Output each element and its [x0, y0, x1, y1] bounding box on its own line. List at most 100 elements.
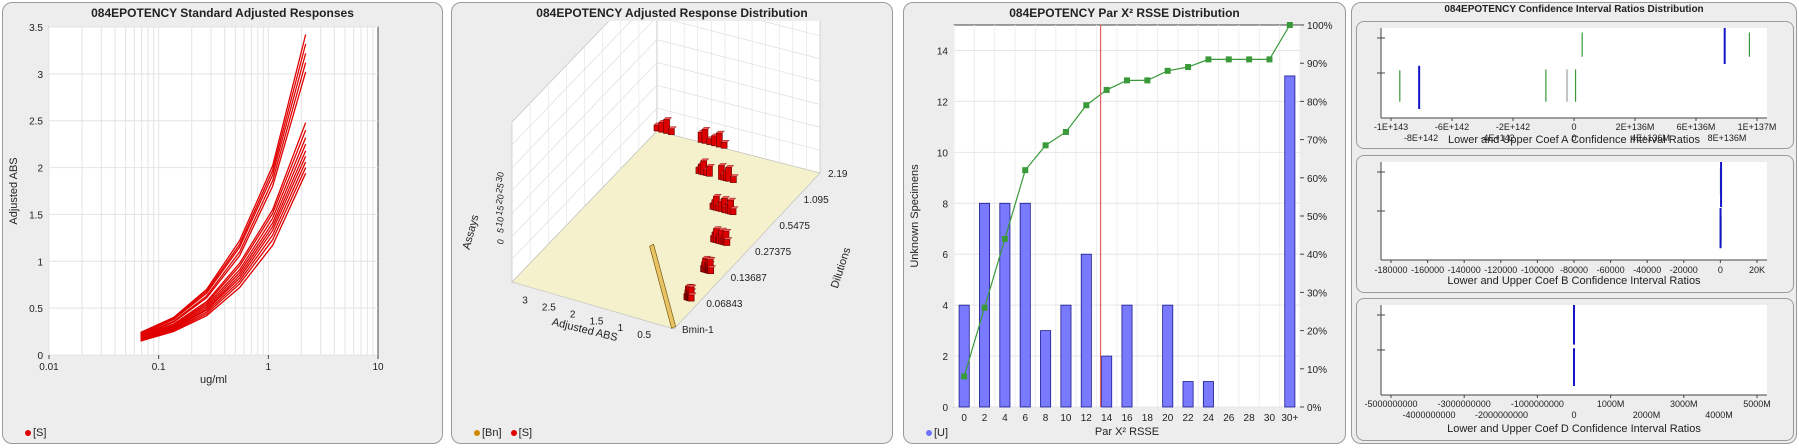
y-tick-label: 4 — [942, 301, 948, 312]
x-tick-label: 0 — [1571, 410, 1576, 420]
legend-dot — [25, 430, 31, 437]
x-tick-label: 24 — [1203, 413, 1215, 424]
coef-d-chart: -5000000000 -3000000000 -1000000000 1000M 30… — [1364, 305, 1771, 435]
strip-title: Lower and Upper Coef A Confidence Interv… — [1448, 134, 1700, 146]
series-line — [140, 43, 307, 335]
x-tick-label: 10 — [1060, 413, 1072, 424]
series-line — [140, 150, 307, 340]
y2-tick-label: 0% — [1307, 403, 1322, 414]
y-tick-label: 0.5 — [29, 304, 43, 315]
y-axis-label: Adjusted ABS — [8, 157, 20, 224]
x-tick-label: 3000M — [1670, 399, 1698, 409]
bar — [1202, 381, 1214, 408]
x-tick-label: -6E+142 — [1435, 122, 1469, 132]
x-tick-label: 1E+137M — [1738, 122, 1777, 132]
response-distribution-panel: 084EPOTENCY Adjusted Response Distributi… — [451, 2, 893, 444]
response-distribution-chart: 3 2.5 2 1.5 1 0.5 Adjusted ABS Bmin-1 0.06843 0.1… — [461, 21, 854, 344]
dilution-tick-label: 0.06843 — [706, 299, 743, 310]
assay-bar — [730, 176, 737, 183]
assay-bar — [687, 294, 695, 302]
y-tick-label: 6 — [942, 250, 948, 261]
assay-bar-top — [687, 284, 697, 288]
x-tick-label: 0.5 — [637, 330, 651, 341]
assay-bar-top — [715, 130, 725, 134]
rsse-distribution-chart: 024681012140%10%20%30%40%50%60%70%80%90%… — [909, 21, 1333, 438]
assay-bar-top — [729, 174, 739, 177]
series-line — [140, 143, 307, 339]
series-line — [140, 156, 307, 340]
cumulative-marker — [1266, 56, 1273, 63]
x-tick-label: 1000M — [1597, 399, 1625, 409]
x-tick-label: 4 — [1002, 413, 1008, 424]
assay-bar-top — [706, 257, 716, 260]
floor — [511, 130, 821, 330]
x-tick-label: 2 — [982, 413, 988, 424]
cumulative-marker — [1225, 56, 1232, 63]
x-tick-label: 4E+136M — [1631, 133, 1670, 143]
x-tick-label: 20K — [1749, 265, 1765, 275]
assay-bar-top — [720, 196, 730, 199]
x-tick-label: 10 — [372, 362, 384, 373]
cumulative-marker — [1185, 64, 1192, 71]
x-tick-label: 0.1 — [152, 362, 166, 373]
panel-title: 084EPOTENCY Par X² RSSE Distribution — [1009, 6, 1240, 20]
x-tick-label: -100000 — [1521, 265, 1554, 275]
cumulative-marker — [1164, 67, 1171, 74]
x-tick-label: 8E+136M — [1708, 133, 1747, 143]
y-tick-label: 12 — [937, 97, 949, 108]
plot-area — [1381, 162, 1767, 260]
x-tick-label: -140000 — [1448, 265, 1481, 275]
z-tick-label: 5 — [495, 227, 506, 234]
y-tick-label: 8 — [942, 199, 948, 210]
assay-bar-top — [707, 265, 717, 268]
legend-label: [S] — [33, 427, 47, 439]
y-tick-label: 2 — [37, 164, 43, 175]
assay-bar-top — [687, 292, 697, 296]
x-tick-label: 20 — [1162, 413, 1174, 424]
x-tick-label: 6 — [1022, 413, 1028, 424]
x-tick-label: 22 — [1182, 413, 1194, 424]
dilution-tick-label: 2.19 — [828, 169, 848, 180]
y2-tick-label: 50% — [1307, 212, 1327, 223]
chart-legend: [U] — [920, 427, 948, 439]
x-tick-label: -2000000000 — [1475, 410, 1528, 420]
standard-responses-chart: 0 0.5 1 1.5 2 2.5 3 3.5 0.01 0.1 1 10 ug/ml Adjusted … — [8, 23, 384, 386]
legend-dot — [510, 430, 517, 437]
x-tick-label: 30 — [1264, 413, 1276, 424]
cumulative-marker — [961, 373, 968, 380]
z-tick-label: 0 — [495, 238, 506, 245]
x-tick-label: 4000M — [1705, 410, 1733, 420]
blank-bar — [649, 243, 677, 329]
y-tick-label: 1 — [37, 257, 43, 268]
x-tick-label: -60000 — [1597, 265, 1625, 275]
bar — [1019, 202, 1031, 408]
series-line — [140, 53, 307, 335]
x-axis-label: ug/ml — [200, 374, 227, 386]
legend-label: [S] — [518, 427, 533, 439]
panel-title: 084EPOTENCY Standard Adjusted Responses — [91, 6, 354, 20]
x-tick-label: 30+ — [1281, 413, 1298, 424]
x-tick-label: -180000 — [1374, 265, 1407, 275]
dilution-tick-label: 0.27375 — [755, 247, 792, 258]
cumulative-marker — [1124, 77, 1130, 84]
x-tick-label: 12 — [1081, 413, 1093, 424]
coef-b-chart: -180000 -160000 -140000 -120000 -100000 -8000… — [1374, 162, 1767, 287]
coef-b-subpanel: -180000 -160000 -140000 -120000 -100000 -8000… — [1356, 155, 1794, 293]
x-axis-label: Par X² RSSE — [1095, 426, 1159, 438]
plot-area — [1381, 28, 1767, 118]
strip-title: Lower and Upper Coef D Confidence Interv… — [1447, 423, 1701, 435]
x-tick-label: -80000 — [1560, 265, 1588, 275]
assay-bar — [723, 239, 731, 246]
series-line — [140, 161, 307, 341]
cumulative-marker — [1022, 167, 1029, 174]
x-tick-label: -40000 — [1633, 265, 1661, 275]
y-tick-label: 3 — [37, 70, 43, 81]
assay-bar-top — [725, 165, 735, 168]
x-tick-label: 18 — [1142, 413, 1154, 424]
x-tick-label: 2.5 — [542, 302, 556, 313]
series-line — [140, 167, 307, 342]
y-axis-label: Unknown Specimens — [909, 164, 921, 268]
y2-tick-label: 30% — [1307, 288, 1327, 299]
cumulative-marker — [1083, 102, 1090, 109]
y2-tick-label: 90% — [1307, 59, 1327, 70]
